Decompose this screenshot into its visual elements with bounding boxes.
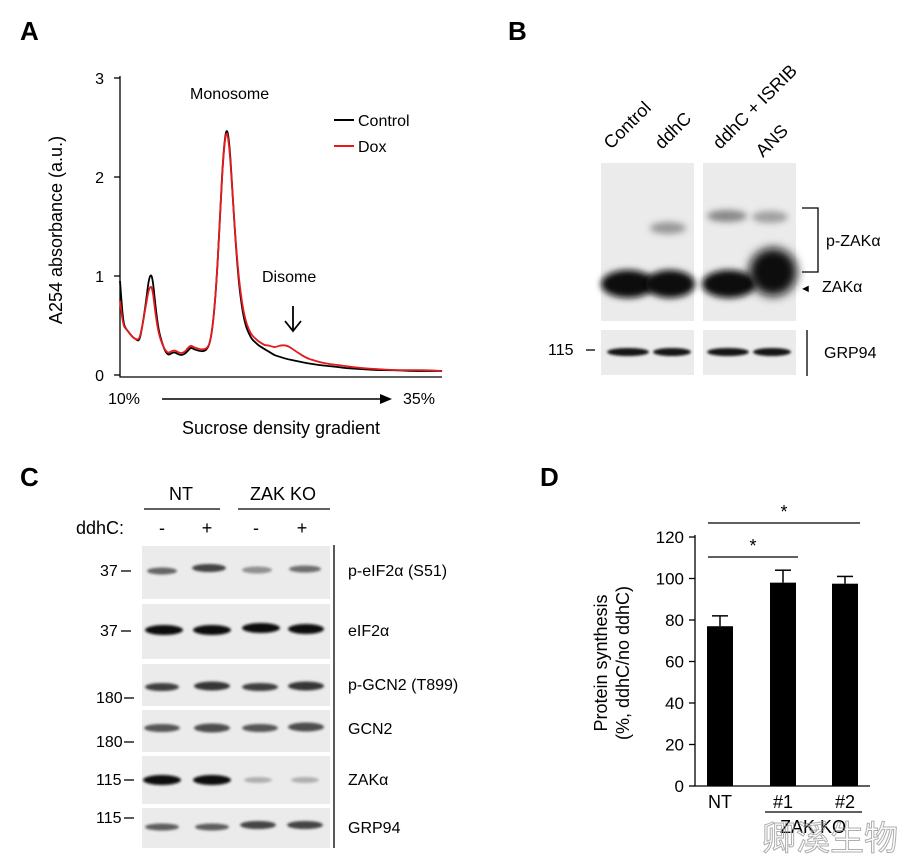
panel-letter-d: D <box>540 462 559 492</box>
row-5-label: ZAKα <box>348 772 388 789</box>
lane-label-ddhc: ddhC <box>651 108 696 153</box>
p-zak-bracket <box>802 207 819 273</box>
p-zak-band-ans <box>752 211 788 223</box>
treatment-2: + <box>202 518 213 538</box>
panel-d-ylabel-line2: (%, ddhC/no ddhC) <box>613 586 633 740</box>
bar-ko-2 <box>832 583 858 786</box>
row-3-label: p-GCN2 (T899) <box>348 677 458 694</box>
panel-d-ylabel-line1: Protein synthesis <box>591 594 611 731</box>
dox-trace <box>119 132 443 372</box>
bar-nt <box>707 626 733 786</box>
row-2-label: eIF2α <box>348 623 389 640</box>
watermark: 卿溪生物 <box>762 820 898 856</box>
panel-d-yticks: 0 20 40 60 80 100 120 <box>656 528 695 796</box>
panel-a-axes <box>119 76 442 378</box>
legend-control-label: Control <box>358 113 410 130</box>
gradient-start-label: 10% <box>108 391 140 408</box>
treatment-label: ddhC: <box>76 518 124 538</box>
category-nt: NT <box>708 792 732 812</box>
blot-row-gcn2 <box>142 710 330 752</box>
p-zak-band-isrib <box>707 210 747 222</box>
gradient-end-label: 35% <box>403 391 435 408</box>
disome-arrow-icon <box>284 306 302 333</box>
zak-band-control <box>601 270 655 298</box>
panel-d-yticklabel-20: 20 <box>665 736 684 755</box>
monosome-label: Monosome <box>190 86 269 103</box>
panel-b: B Control ddhC ddhC + ISRIB ANS 115 <box>508 16 881 376</box>
row-6-label: GRP94 <box>348 820 401 837</box>
panel-letter-c: C <box>20 462 39 492</box>
blot-row-zak <box>142 756 330 804</box>
group-label-nt: NT <box>169 484 193 504</box>
grp94-label-b: GRP94 <box>824 345 877 362</box>
blot-row-p-eif2a <box>142 546 330 599</box>
row-4-marker: 180 <box>96 734 123 751</box>
category-ko-2: #2 <box>835 792 855 812</box>
panel-d-yticklabel-0: 0 <box>675 777 684 796</box>
panel-a-yticklabel-0: 0 <box>95 368 104 385</box>
p-zak-label: p-ZAKα <box>826 233 881 250</box>
panel-d-yticklabel-60: 60 <box>665 653 684 672</box>
zak-arrow-icon: ◄ <box>800 283 811 295</box>
group-label-ko-d: ZAK KO <box>780 817 846 837</box>
sig-star-nt-1: * <box>749 536 756 556</box>
row-1-label: p-eIF2α (S51) <box>348 563 447 580</box>
group-label-zak-ko: ZAK KO <box>250 484 316 504</box>
zak-band-ans <box>749 248 797 296</box>
row-2-marker: 37 <box>100 623 118 640</box>
row-6-marker: 115 <box>96 810 122 827</box>
treatment-3: - <box>253 518 259 538</box>
blot-row-eif2a <box>142 604 330 659</box>
panel-d: D Protein synthesis (%, ddhC/no ddhC) 0 2… <box>540 462 870 837</box>
row-4-label: GCN2 <box>348 721 393 738</box>
panel-d-bars <box>707 569 858 786</box>
blot-row-grp94 <box>142 808 330 848</box>
panel-c: C NT ZAK KO ddhC: - + - + 37 p-eIF2α (S5… <box>20 462 458 848</box>
panel-letter-b: B <box>508 16 527 46</box>
panel-a-xlabel: Sucrose density gradient <box>182 418 380 438</box>
row-5-marker: 115 <box>96 772 122 789</box>
panel-a-yticklabel-3: 3 <box>95 71 104 88</box>
grp94-blot-b <box>601 330 796 375</box>
marker-115-b: 115 <box>548 342 574 359</box>
category-ko-1: #1 <box>773 792 793 812</box>
blot-row-p-gcn2 <box>142 664 330 706</box>
zak-band-isrib <box>702 270 756 298</box>
control-trace <box>119 130 442 372</box>
lane-label-control: Control <box>600 98 655 153</box>
panel-a-legend: Control Dox <box>334 113 410 156</box>
zak-label-b: ZAKα <box>822 279 862 296</box>
zak-blot <box>601 163 797 321</box>
lane-label-ans: ANS <box>752 121 792 161</box>
panel-a-ylabel: A254 absorbance (a.u.) <box>46 136 66 324</box>
legend-dox-label: Dox <box>358 139 386 156</box>
panel-a: A A254 absorbance (a.u.) 3 2 1 0 Monosom… <box>20 16 443 438</box>
panel-letter-a: A <box>20 16 39 46</box>
panel-d-yticklabel-40: 40 <box>665 694 684 713</box>
sig-star-nt-2: * <box>780 502 787 522</box>
panel-d-yticklabel-120: 120 <box>656 528 684 547</box>
row-3-marker: 180 <box>96 690 123 707</box>
disome-label: Disome <box>262 269 316 286</box>
zak-band-ddhc <box>645 270 695 298</box>
panel-a-yticklabel-2: 2 <box>95 170 104 187</box>
row-1-marker: 37 <box>100 563 118 580</box>
gradient-arrow-icon <box>162 394 392 404</box>
bar-ko-1 <box>770 582 796 786</box>
panel-d-yticklabel-100: 100 <box>656 570 684 589</box>
p-zak-band-ddhc <box>650 222 686 234</box>
treatment-4: + <box>297 518 308 538</box>
treatment-1: - <box>159 518 165 538</box>
panel-a-yticklabel-1: 1 <box>95 269 104 286</box>
panel-d-yticklabel-80: 80 <box>665 611 684 630</box>
